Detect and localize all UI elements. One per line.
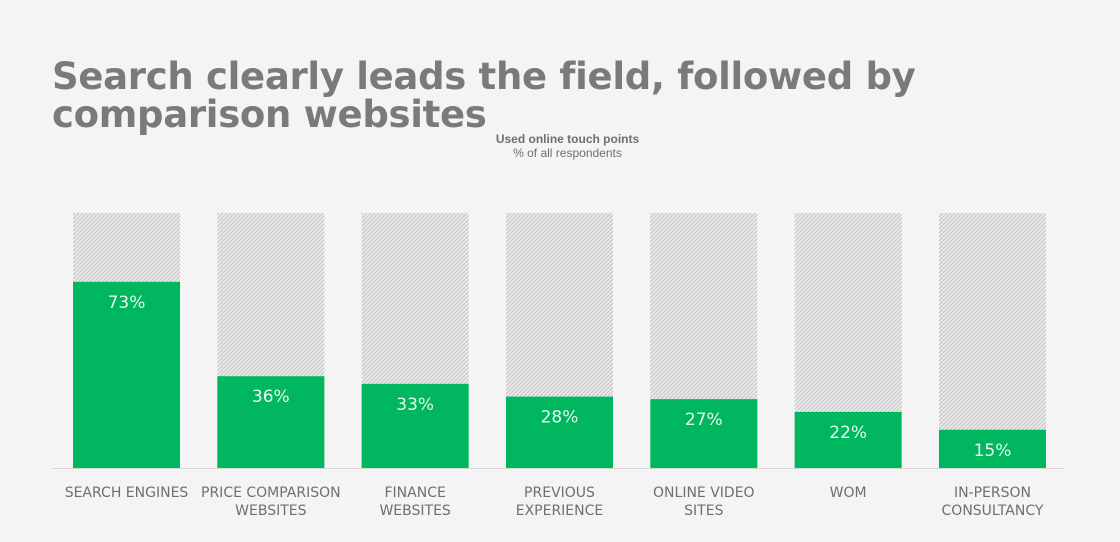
data-label: 27% [685,410,723,430]
category-label: WOM [830,485,867,501]
chart-title: Search clearly leads the field, followed… [52,55,916,136]
data-label: 15% [974,441,1012,461]
category-label: CONSULTANCY [942,503,1044,519]
chart-subtitle: Used online touch points % of all respon… [0,132,1120,160]
category-label: WEBSITES [235,503,306,519]
category-label: PREVIOUS [524,485,595,501]
category-label: SEARCH ENGINES [65,485,189,501]
category-label: ONLINE VIDEO [653,485,755,501]
subtitle-unit: % of all respondents [513,146,622,160]
category-label: IN-PERSON [954,485,1031,501]
data-label: 36% [252,387,290,407]
plot-area: 73% SEARCH ENGINES 36% PRICE COMPARISON WEBS… [52,213,1064,519]
bar [794,411,902,468]
bar [73,281,180,468]
data-label: 22% [829,423,867,443]
bar-track [938,213,1046,468]
subtitle-main: Used online touch points [495,132,640,146]
category-label: PRICE COMPARISON [201,485,341,501]
category-label: EXPERIENCE [516,503,604,519]
bar [650,399,758,468]
data-label: 33% [396,395,434,415]
data-label: 28% [541,408,579,428]
category-label: WEBSITES [379,503,450,519]
bar [505,396,613,468]
category-label: FINANCE [384,485,445,501]
bar [361,383,469,468]
bar [938,429,1046,468]
data-label: 73% [108,293,146,313]
bar [217,376,325,468]
category-label: SITES [684,503,723,519]
